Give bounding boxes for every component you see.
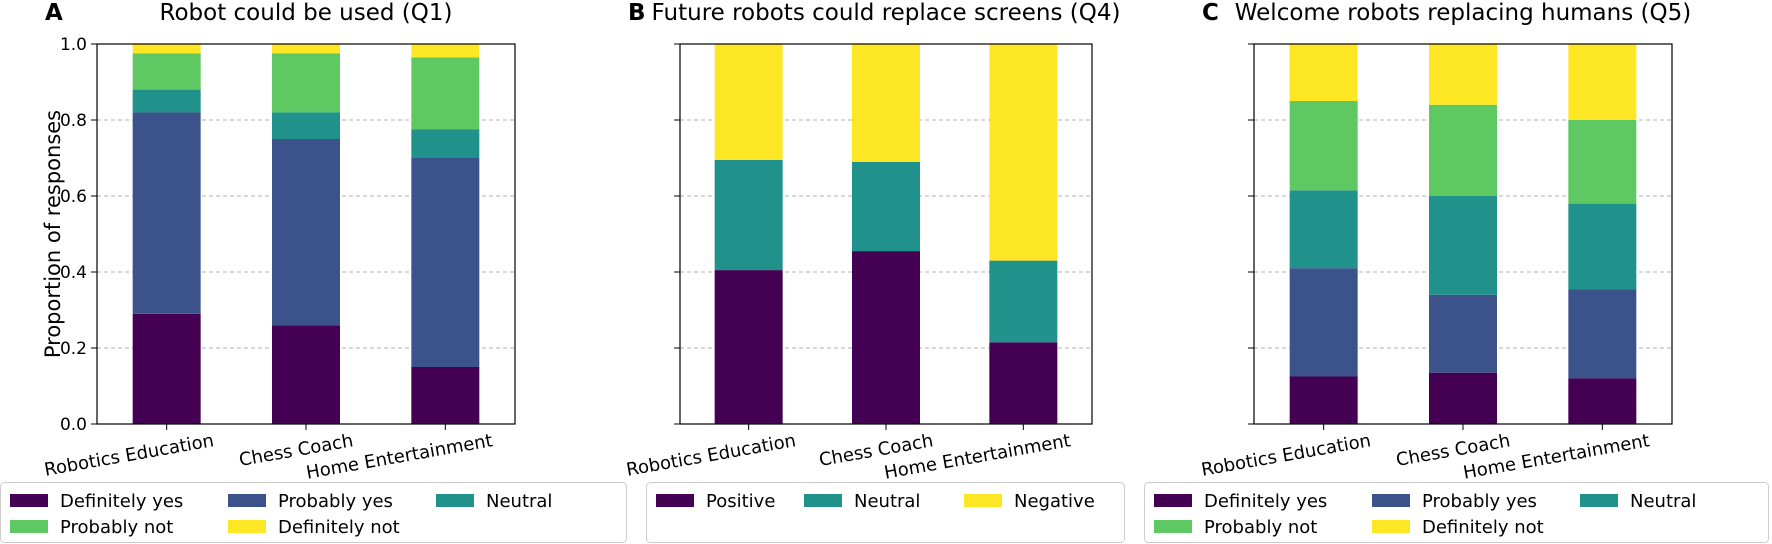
bar-segment-probably-yes: [272, 139, 340, 326]
bar-segment-probably-not: [411, 57, 480, 130]
bar-segment-probably-not: [132, 53, 201, 90]
bar-segment-definitely-not: [1429, 44, 1497, 105]
legend-swatch: [228, 520, 266, 533]
bar-segment-definitely-not: [272, 44, 340, 54]
legend-label: Probably yes: [278, 491, 393, 512]
y-tick-label: 1.0: [60, 35, 87, 55]
legend-swatch: [10, 494, 48, 507]
legend: Positive Neutral Negative: [646, 482, 1125, 543]
plot-frame: [96, 43, 516, 425]
bar-segment-probably-yes: [1429, 294, 1497, 373]
bar-segment-probably-yes: [1568, 289, 1637, 379]
y-tick-label: 0.4: [60, 263, 87, 283]
bar-segment-positive: [852, 251, 920, 424]
bar-segment-probably-not: [1429, 104, 1497, 196]
bar-segment-definitely-yes: [1289, 376, 1358, 424]
legend-label: Neutral: [1630, 491, 1696, 512]
bar-segment-definitely-yes: [411, 367, 480, 424]
legend-label: Definitely yes: [1204, 491, 1327, 512]
legend-label: Negative: [1014, 491, 1095, 512]
legend-swatch: [1372, 520, 1410, 533]
bar-segment-probably-yes: [1289, 268, 1358, 377]
bar-segment-probably-not: [1568, 120, 1637, 204]
bar-segment-definitely-yes: [1568, 378, 1637, 424]
legend-swatch: [1154, 520, 1192, 533]
bar-segment-negative: [714, 44, 783, 160]
bar-segment-neutral: [989, 260, 1058, 343]
legend-swatch: [964, 494, 1002, 507]
y-axis-label: Proportion of responses: [41, 110, 65, 358]
bar-segment-positive: [714, 270, 783, 424]
bar-segment-neutral: [714, 159, 783, 271]
bar-segment-neutral: [411, 129, 480, 158]
bar-segment-definitely-yes: [1429, 372, 1497, 424]
plot-frame: [1253, 43, 1673, 425]
bar-segment-probably-yes: [411, 158, 480, 367]
legend-swatch: [10, 520, 48, 533]
y-tick-label: 0.6: [60, 187, 87, 207]
legend-label: Definitely not: [278, 517, 400, 538]
legend-label: Definitely yes: [60, 491, 183, 512]
legend: Definitely yes Probably yes Neutral Probabl…: [1144, 482, 1769, 543]
bar-segment-probably-not: [272, 53, 340, 113]
legend-swatch: [1154, 494, 1192, 507]
bar-segment-definitely-not: [1289, 44, 1358, 101]
x-tick-label: Robotics Education: [43, 430, 216, 481]
bar-segment-positive: [989, 342, 1058, 424]
panel-letter: B: [628, 0, 646, 26]
bar-segment-negative: [989, 44, 1058, 261]
legend-swatch: [1372, 494, 1410, 507]
bar-segment-neutral: [272, 112, 340, 139]
legend-swatch: [228, 494, 266, 507]
legend-swatch: [436, 494, 474, 507]
panel-title: Welcome robots replacing humans (Q5): [1235, 0, 1691, 26]
bar-segment-definitely-yes: [272, 325, 340, 424]
legend-label: Probably not: [1204, 517, 1317, 538]
panel-title: Future robots could replace screens (Q4): [652, 0, 1121, 26]
bar-segment-definitely-not: [132, 44, 201, 54]
legend-swatch: [656, 494, 694, 507]
legend-box: [646, 482, 1125, 543]
legend-swatch: [804, 494, 842, 507]
panel-title: Robot could be used (Q1): [160, 0, 453, 26]
legend-label: Probably not: [60, 517, 173, 538]
legend: Definitely yes Probably yes Neutral Probabl…: [0, 482, 627, 543]
legend-label: Definitely not: [1422, 517, 1544, 538]
bar-segment-neutral: [132, 89, 201, 113]
bar-segment-neutral: [1289, 190, 1358, 269]
bar-segment-neutral: [852, 161, 920, 252]
bar-segment-neutral: [1429, 196, 1497, 295]
bar-segment-definitely-not: [411, 44, 480, 58]
y-tick-label: 0.8: [60, 111, 87, 131]
x-tick-label: Robotics Education: [625, 430, 798, 481]
plot-frame: [679, 43, 1093, 425]
bar-segment-negative: [852, 44, 920, 162]
bar-segment-probably-not: [1289, 101, 1358, 191]
legend-label: Probably yes: [1422, 491, 1537, 512]
bar-segment-definitely-not: [1568, 44, 1637, 120]
panel-letter: A: [45, 0, 63, 26]
legend-label: Positive: [706, 491, 775, 512]
panel-letter: C: [1202, 0, 1219, 26]
x-tick-label: Robotics Education: [1200, 430, 1373, 481]
y-tick-label: 0.0: [60, 415, 87, 435]
bar-segment-probably-yes: [132, 112, 201, 314]
legend-label: Neutral: [854, 491, 920, 512]
y-tick-label: 0.2: [60, 339, 87, 359]
legend-swatch: [1580, 494, 1618, 507]
bar-segment-neutral: [1568, 203, 1637, 290]
bar-segment-definitely-yes: [132, 313, 201, 424]
legend-label: Neutral: [486, 491, 552, 512]
